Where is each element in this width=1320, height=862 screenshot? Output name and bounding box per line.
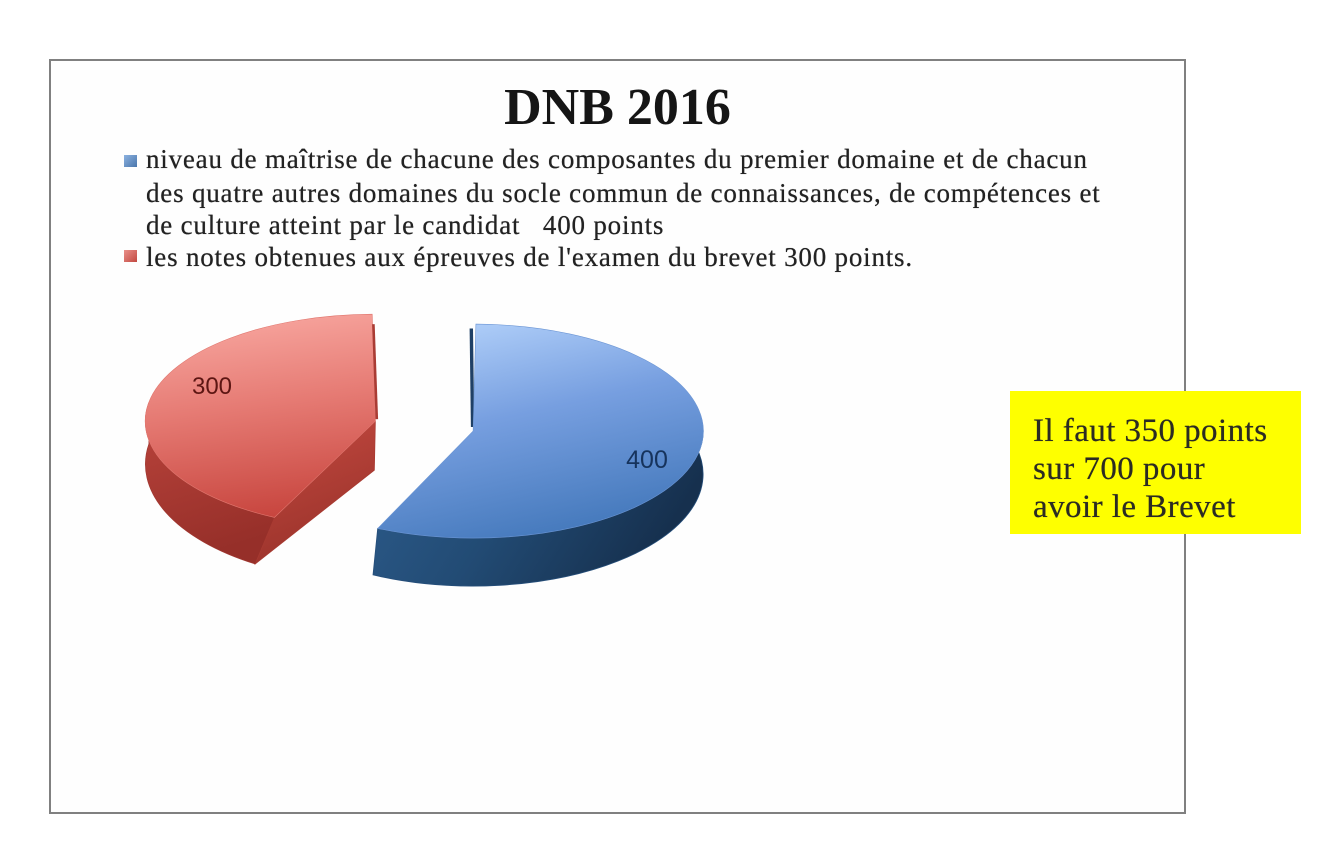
svg-text:400: 400 <box>626 446 668 474</box>
svg-text:300: 300 <box>192 373 232 400</box>
